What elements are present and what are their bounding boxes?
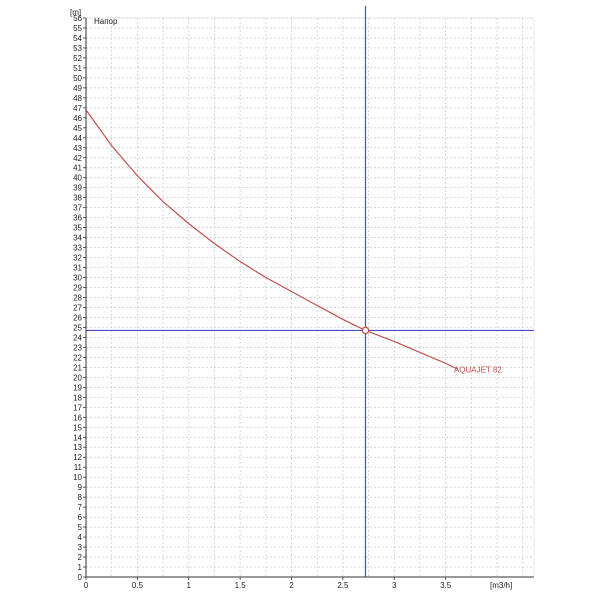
- y-tick-label: 47: [73, 104, 82, 113]
- y-tick-label: 44: [73, 134, 82, 143]
- y-tick-label: 5: [78, 523, 83, 532]
- x-tick-label: 3: [392, 581, 397, 590]
- y-tick-label: 17: [73, 403, 82, 412]
- y-tick-label: 35: [73, 224, 82, 233]
- x-axis-unit-label: [m3/h]: [490, 581, 512, 590]
- y-tick-label: 9: [78, 483, 83, 492]
- y-tick-label: 48: [73, 94, 82, 103]
- y-tick-label: 27: [73, 303, 82, 312]
- y-tick-label: 53: [73, 44, 82, 53]
- y-tick-label: 51: [73, 64, 82, 73]
- y-tick-label: 28: [73, 294, 82, 303]
- axis-layer: [83, 17, 535, 580]
- y-tick-label: 24: [73, 333, 82, 342]
- crosshair: [86, 6, 534, 577]
- y-tick-label: 7: [78, 503, 83, 512]
- y-tick-label: 34: [73, 234, 82, 243]
- y-tick-label: 1: [78, 563, 83, 572]
- y-tick-label: 19: [73, 383, 82, 392]
- y-tick-label: 20: [73, 373, 82, 382]
- y-tick-label: 26: [73, 313, 82, 322]
- x-tick-labels: 0 0.5 1 1.5 2 2.5 3 3.5: [84, 581, 452, 590]
- grid-layer: [86, 17, 534, 577]
- series-label: AQUAJET 82: [454, 365, 502, 374]
- y-tick-label: 22: [73, 353, 82, 362]
- y-tick-label: 21: [73, 363, 82, 372]
- x-tick-label: 0: [84, 581, 89, 590]
- y-tick-label: 2: [78, 553, 83, 562]
- y-tick-label: 6: [78, 513, 83, 522]
- y-tick-label: 0: [78, 573, 83, 582]
- x-tick-label: 1.5: [235, 581, 247, 590]
- y-tick-label: 32: [73, 254, 82, 263]
- x-tick-label: 1: [187, 581, 192, 590]
- y-tick-label: 54: [73, 34, 82, 43]
- y-tick-label: 39: [73, 184, 82, 193]
- x-tick-label: 2.5: [337, 581, 349, 590]
- crosshair-marker: [361, 326, 370, 335]
- y-tick-label: 25: [73, 323, 82, 332]
- chart-inner-label: Напор: [94, 17, 118, 26]
- series-layer: AQUAJET 82: [85, 109, 502, 374]
- y-tick-label: 37: [73, 204, 82, 213]
- y-tick-label: 15: [73, 423, 82, 432]
- y-tick-label: 45: [73, 124, 82, 133]
- y-tick-label: 41: [73, 164, 82, 173]
- y-tick-label: 43: [73, 144, 82, 153]
- y-tick-label: 40: [73, 174, 82, 183]
- y-tick-label: 3: [78, 543, 83, 552]
- x-tick-label: 0.5: [132, 581, 144, 590]
- y-tick-label: 46: [73, 114, 82, 123]
- y-tick-label: 55: [73, 24, 82, 33]
- x-tick-label: 2: [289, 581, 294, 590]
- y-tick-label: 10: [73, 473, 82, 482]
- y-tick-label: 13: [73, 443, 82, 452]
- y-tick-label: 12: [73, 453, 82, 462]
- y-tick-label: 50: [73, 74, 82, 83]
- y-tick-label: 16: [73, 413, 82, 422]
- y-axis-unit-label: [m]: [70, 8, 81, 17]
- y-tick-label: 49: [73, 84, 82, 93]
- y-tick-label: 56: [73, 14, 82, 23]
- y-tick-label: 18: [73, 393, 82, 402]
- y-tick-label: 29: [73, 284, 82, 293]
- y-tick-label: 38: [73, 194, 82, 203]
- y-tick-label: 52: [73, 54, 82, 63]
- series-line-aquajet-82: [85, 109, 459, 370]
- y-tick-label: 14: [73, 433, 82, 442]
- x-tick-label: 3.5: [440, 581, 452, 590]
- y-tick-label: 30: [73, 274, 82, 283]
- y-tick-label: 4: [78, 533, 83, 542]
- y-tick-label: 23: [73, 343, 82, 352]
- y-tick-label: 42: [73, 154, 82, 163]
- y-tick-label: 31: [73, 264, 82, 273]
- y-tick-label: 8: [78, 493, 83, 502]
- y-tick-labels: 0123456789101112131415161718192021222324…: [73, 14, 82, 582]
- y-tick-label: 33: [73, 244, 82, 253]
- y-tick-label: 11: [74, 463, 83, 472]
- y-tick-label: 36: [73, 214, 82, 223]
